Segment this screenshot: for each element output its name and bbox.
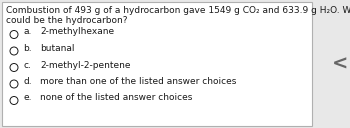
FancyBboxPatch shape bbox=[2, 2, 312, 126]
Circle shape bbox=[10, 63, 18, 72]
Text: e.: e. bbox=[23, 93, 32, 103]
Text: Combustion of 493 g of a hydrocarbon gave 1549 g CO₂ and 633.9 g H₂O. Which of t: Combustion of 493 g of a hydrocarbon gav… bbox=[6, 6, 350, 15]
Text: b.: b. bbox=[23, 44, 32, 53]
Circle shape bbox=[10, 80, 18, 88]
Text: <: < bbox=[332, 55, 348, 73]
Text: a.: a. bbox=[23, 28, 32, 36]
Text: more than one of the listed answer choices: more than one of the listed answer choic… bbox=[40, 77, 236, 86]
Circle shape bbox=[10, 30, 18, 39]
Text: 2-methyl-2-pentene: 2-methyl-2-pentene bbox=[40, 61, 131, 70]
Text: 2-methylhexane: 2-methylhexane bbox=[40, 28, 114, 36]
Text: d.: d. bbox=[23, 77, 32, 86]
Text: butanal: butanal bbox=[40, 44, 75, 53]
Text: none of the listed answer choices: none of the listed answer choices bbox=[40, 93, 193, 103]
Text: could be the hydrocarbon?: could be the hydrocarbon? bbox=[6, 16, 127, 25]
Text: c.: c. bbox=[23, 61, 31, 70]
Circle shape bbox=[10, 97, 18, 104]
Circle shape bbox=[10, 47, 18, 55]
